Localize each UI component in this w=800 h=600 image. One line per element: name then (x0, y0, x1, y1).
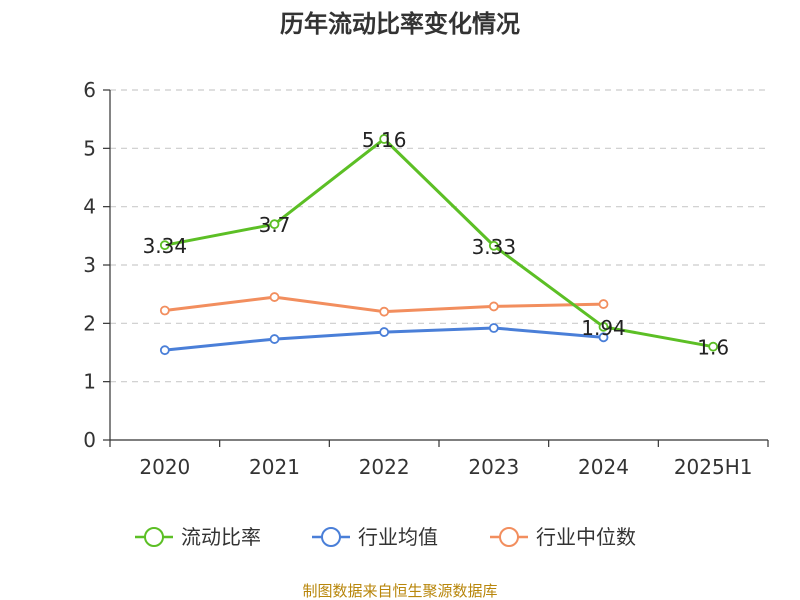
data-label: 3.7 (259, 213, 291, 237)
data-point (159, 345, 170, 356)
x-tick-label: 2022 (359, 455, 410, 479)
data-point (269, 219, 280, 230)
y-tick-label: 1 (83, 370, 96, 394)
legend-item[interactable]: 行业中位数 (490, 525, 636, 549)
data-label: 1.94 (581, 316, 626, 340)
data-label: 3.33 (472, 235, 517, 259)
x-tick-label: 2024 (578, 455, 629, 479)
data-point (598, 332, 609, 343)
legend-marker (144, 527, 164, 547)
y-tick-label: 4 (83, 195, 96, 219)
data-point (598, 321, 609, 332)
y-tick-label: 6 (83, 78, 96, 102)
x-tick-label: 2020 (139, 455, 190, 479)
y-tick-label: 5 (83, 136, 96, 160)
x-tick-label: 2023 (468, 455, 519, 479)
legend-label: 行业中位数 (536, 525, 636, 549)
legend-marker (321, 527, 341, 547)
source-note: 制图数据来自恒生聚源数据库 (302, 582, 497, 600)
legend[interactable]: 流动比率 行业均值 行业中位数 (135, 525, 636, 549)
data-point (708, 341, 719, 352)
legend-label: 行业均值 (358, 525, 438, 549)
legend-label: 流动比率 (181, 525, 261, 549)
data-label: 1.6 (697, 336, 729, 360)
series (159, 134, 719, 356)
data-point (269, 334, 280, 344)
y-tick-label: 3 (83, 253, 96, 277)
data-point (379, 134, 390, 144)
data-point (488, 301, 499, 312)
data-point (159, 305, 170, 316)
chart-title: 历年流动比率变化情况 (280, 10, 520, 38)
series-line (164, 137, 714, 349)
axes: 0 1 2 3 4 5 6 2020 2021 2022 2023 2024 2025H1 (83, 78, 769, 479)
y-tick-label: 2 (83, 311, 96, 335)
data-point (598, 299, 609, 309)
legend-marker (499, 527, 519, 547)
legend-item[interactable]: 行业均值 (312, 525, 438, 549)
data-point (269, 292, 280, 302)
y-tick-label: 0 (83, 428, 96, 452)
legend-item[interactable]: 流动比率 (135, 525, 261, 549)
data-labels: 3.34 3.7 5.16 3.33 1.94 1.6 (143, 128, 730, 360)
data-label: 5.16 (362, 128, 407, 152)
data-label: 3.34 (143, 234, 188, 258)
data-point (379, 327, 390, 337)
x-tick-label: 2025H1 (674, 455, 753, 479)
data-point (159, 240, 170, 251)
data-point (379, 306, 390, 317)
data-point (488, 240, 499, 251)
x-tick-label: 2021 (249, 455, 300, 479)
data-point (488, 323, 499, 333)
